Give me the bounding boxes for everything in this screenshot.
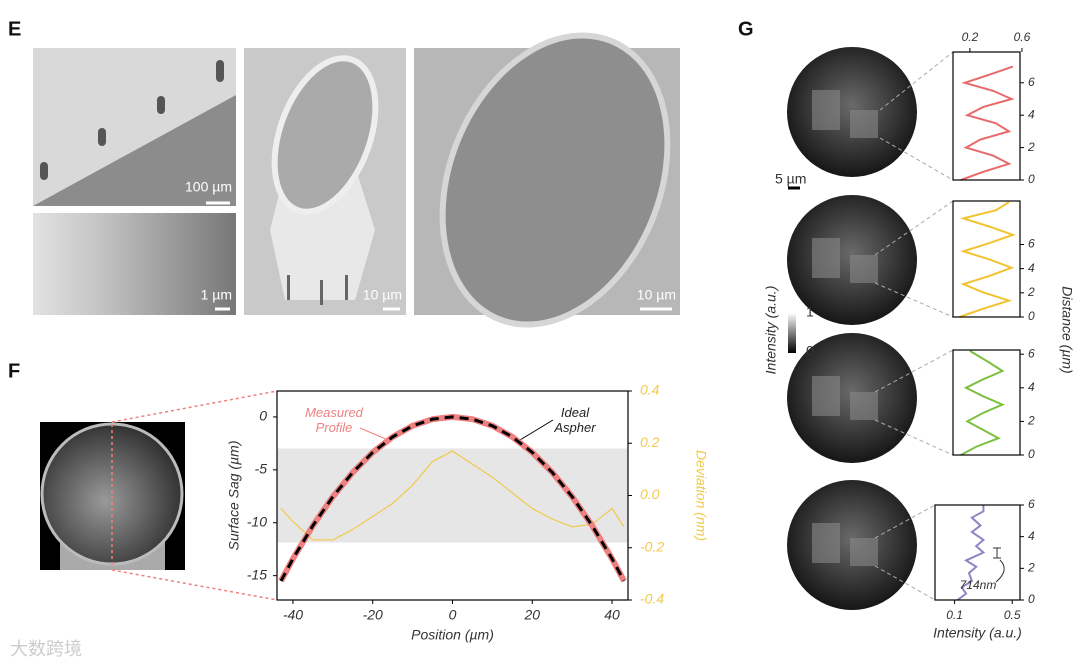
x-tick-label: 0.5 xyxy=(1004,608,1021,622)
annotation: Ideal Aspher xyxy=(554,405,596,435)
y2-tick-label: 0.4 xyxy=(640,382,660,398)
y-tick-label: 2 xyxy=(1027,140,1035,154)
y-tick-label: 2 xyxy=(1027,561,1035,575)
colorbar-tick-label: 0 xyxy=(806,343,814,359)
y-tick-label: -10 xyxy=(247,513,267,529)
deviation-line xyxy=(280,450,625,541)
intensity-line xyxy=(956,505,986,601)
intensity-line xyxy=(960,349,1005,456)
plot-frame xyxy=(952,51,1021,181)
y-tick-label: 4 xyxy=(1028,529,1035,543)
scale-bar-label: 1 µm xyxy=(201,287,232,303)
target-images xyxy=(787,47,1005,610)
y-tick-label: 6 xyxy=(1028,497,1035,511)
x-axis-label: Position (µm) xyxy=(411,627,494,643)
x-tick-label: 20 xyxy=(523,607,540,623)
y-tick-label: 6 xyxy=(1028,237,1035,251)
y-tick-label: 2 xyxy=(1027,285,1035,299)
y-tick-label: -5 xyxy=(255,461,268,477)
y-tick-label: 0 xyxy=(1028,447,1035,461)
profile-line xyxy=(279,415,626,582)
y2-tick-label: 0.2 xyxy=(640,434,660,450)
tolerance-band xyxy=(277,448,628,543)
watermark: 大数跨境 xyxy=(10,639,82,659)
annotation: 714nm xyxy=(960,578,997,592)
plot-frame xyxy=(952,200,1021,318)
y-tick-label: 0 xyxy=(259,408,267,424)
x-tick-label: 0.6 xyxy=(1014,30,1031,44)
x-tick-label: 0.2 xyxy=(962,30,979,44)
scale-bar-label: 10 µm xyxy=(363,287,402,303)
x-axis-label: Intensity (a.u.) xyxy=(933,625,1022,641)
y-tick-label: 4 xyxy=(1028,261,1035,275)
y2-tick-label: -0.2 xyxy=(640,538,664,554)
y-tick-label: 6 xyxy=(1028,346,1035,360)
y2-tick-label: 0.0 xyxy=(640,486,660,502)
x-tick-label: 0 xyxy=(449,607,457,623)
intensity-line xyxy=(960,65,1015,181)
panel-label: G xyxy=(738,18,754,40)
y2-axis-label: Deviation (nm) xyxy=(693,450,709,541)
intensity-line xyxy=(959,201,1016,318)
y-tick-label: 6 xyxy=(1028,75,1035,89)
lens-image xyxy=(40,390,554,601)
x-tick-label: -40 xyxy=(283,607,303,623)
scale-bar-label: 5 µm xyxy=(775,171,806,187)
scale-bar-label: 10 µm xyxy=(637,287,676,303)
panel-label: E xyxy=(8,18,21,40)
x-tick-label: 40 xyxy=(604,607,620,623)
y-tick-label: 0 xyxy=(1028,592,1035,606)
scale-bar-label: 100 µm xyxy=(185,179,232,195)
y-tick-label: 0 xyxy=(1028,172,1035,186)
y-axis-label: Surface Sag (µm) xyxy=(226,441,242,551)
x-tick-label: -20 xyxy=(363,607,383,623)
plot-frame xyxy=(952,349,1021,456)
y2-tick-label: -0.4 xyxy=(640,591,664,607)
y-tick-label: -15 xyxy=(247,566,267,582)
y-axis-label: Distance (µm) xyxy=(1059,286,1075,373)
y-tick-label: 2 xyxy=(1027,414,1035,428)
plot-frame xyxy=(934,504,1021,601)
panel-label: F xyxy=(8,360,20,382)
sem-images xyxy=(33,32,680,328)
colorbar-label: Intensity (a.u.) xyxy=(763,286,779,375)
y-tick-label: 4 xyxy=(1028,380,1035,394)
plot-frame xyxy=(276,390,629,601)
y-tick-label: 0 xyxy=(1028,309,1035,323)
y-tick-label: 4 xyxy=(1028,107,1035,121)
colorbar-tick-label: 1 xyxy=(806,304,814,320)
annotation: Measured Profile xyxy=(305,405,363,435)
x-tick-label: 0.1 xyxy=(946,608,963,622)
